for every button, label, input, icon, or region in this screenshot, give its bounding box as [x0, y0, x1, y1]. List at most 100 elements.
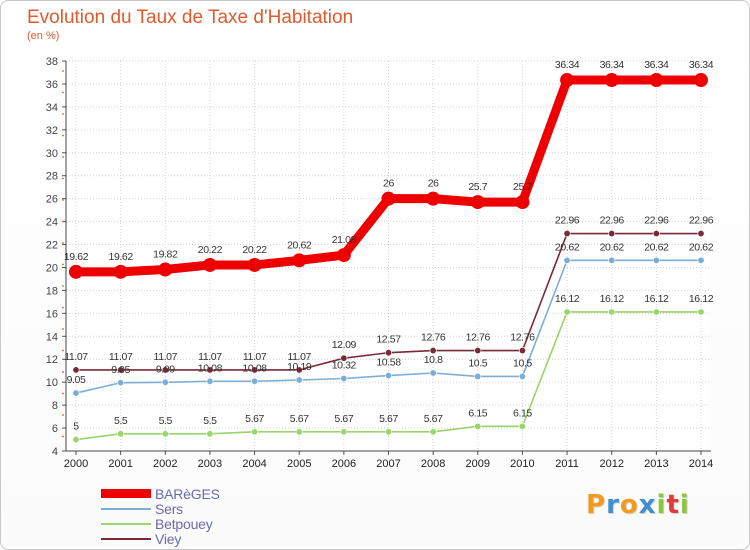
data-label-bareges: 21.08 [332, 234, 357, 246]
edge-dot [62, 435, 64, 438]
data-label-viey: 11.07 [243, 351, 267, 363]
point-viey [384, 349, 392, 357]
data-label-viey: 12.76 [421, 332, 446, 344]
x-tick-label: 2013 [644, 458, 668, 470]
y-tick-label: 6 [52, 423, 58, 435]
data-label-betpouey: 5.67 [290, 413, 309, 425]
point-sers [563, 256, 571, 264]
data-label-viey: 11.07 [154, 351, 178, 363]
point-viey [608, 230, 616, 238]
x-tick-label: 2005 [287, 458, 311, 470]
edge-dot [62, 156, 64, 158]
point-betpouey [384, 428, 392, 436]
data-label-sers: 20.62 [555, 241, 580, 253]
x-tick-label: 2006 [332, 458, 356, 470]
data-label-sers: 10.58 [376, 357, 401, 369]
point-bareges [649, 73, 664, 88]
y-tick-label: 8 [52, 400, 58, 412]
logo-letter: P [586, 490, 607, 520]
data-label-sers: 10.8 [424, 354, 443, 366]
point-bareges [69, 264, 83, 279]
edge-dot [62, 414, 64, 416]
y-tick-label: 30 [46, 148, 58, 160]
x-tick-label: 2008 [421, 458, 445, 470]
point-viey [161, 366, 169, 374]
y-tick-label: 20 [46, 262, 58, 274]
point-viey [72, 366, 80, 374]
data-label-bareges: 36.34 [600, 59, 625, 71]
data-label-sers: 9.95 [111, 364, 130, 376]
x-tick-label: 2009 [466, 458, 490, 470]
edge-dot [62, 220, 64, 223]
data-label-sers: 20.62 [689, 241, 714, 253]
y-tick-label: 10 [46, 377, 58, 389]
edge-dot [62, 371, 64, 373]
x-tick-label: 2007 [376, 458, 400, 470]
point-betpouey [608, 308, 616, 316]
logo-letter: r [606, 490, 620, 520]
data-label-sers: 10.08 [242, 362, 267, 374]
point-sers [295, 376, 303, 384]
data-label-sers: 10.19 [287, 361, 312, 373]
proxiti-logo: Proxiti [586, 490, 690, 520]
data-label-bareges: 26 [383, 178, 394, 190]
data-label-bareges: 36.34 [644, 59, 669, 71]
y-tick-label: 28 [46, 171, 58, 183]
data-label-sers: 20.62 [644, 241, 669, 253]
data-label-bareges: 20.22 [198, 244, 223, 256]
legend-item-viey: Viey [101, 531, 220, 547]
edge-dot [62, 113, 64, 115]
chart-title: Evolution du Taux de Taxe d'Habitation [27, 7, 354, 28]
data-label-bareges: 36.34 [689, 59, 714, 71]
logo-letter: i [679, 490, 690, 520]
point-betpouey [563, 308, 571, 316]
point-sers [161, 378, 169, 386]
x-tick-label: 2003 [198, 458, 222, 470]
data-label-bareges: 25.7 [468, 181, 487, 193]
data-label-viey: 12.57 [376, 334, 401, 346]
legend-label-betpouey: Betpouey [155, 515, 213, 532]
x-tick-label: 2001 [108, 458, 132, 470]
data-label-bareges: 20.22 [242, 244, 267, 256]
legend-label-sers: Sers [155, 500, 183, 517]
y-tick-label: 4 [52, 446, 58, 458]
edge-dot [62, 242, 64, 244]
edge-dot [62, 349, 64, 352]
point-bareges [560, 73, 575, 88]
point-betpouey [295, 428, 303, 436]
data-label-bareges: 19.62 [109, 251, 134, 263]
legend: BARèGES Sers Betpouey Viey [101, 486, 220, 547]
point-bareges [604, 73, 619, 88]
x-tick-label: 2014 [689, 458, 713, 470]
legend-swatch-viey [101, 537, 151, 540]
edge-dot [62, 328, 64, 330]
point-bareges [426, 191, 441, 206]
point-sers [518, 372, 526, 380]
legend-swatch-betpouey [101, 522, 151, 525]
y-tick-label: 22 [46, 240, 58, 252]
y-tick-label: 34 [46, 102, 58, 114]
data-label-sers: 9.99 [156, 363, 175, 375]
data-label-viey: 11.07 [64, 351, 88, 363]
data-label-viey: 12.76 [510, 332, 535, 344]
data-label-betpouey: 5.67 [334, 413, 353, 425]
edge-dot [62, 70, 64, 72]
x-tick-label: 2011 [555, 458, 579, 470]
data-label-betpouey: 5.67 [379, 413, 398, 425]
edge-dot [62, 199, 64, 201]
point-viey [251, 366, 259, 374]
x-tick-label: 2004 [242, 458, 266, 470]
point-bareges [470, 195, 485, 210]
point-bareges [202, 257, 217, 272]
data-label-viey: 11.07 [287, 351, 311, 363]
data-label-sers: 10.08 [198, 362, 223, 374]
edge-dot [62, 134, 64, 137]
data-label-betpouey: 6.15 [468, 407, 487, 419]
data-label-betpouey: 16.12 [644, 293, 669, 305]
point-sers [652, 256, 660, 264]
point-bareges [381, 191, 396, 206]
point-viey [697, 230, 705, 238]
point-viey [563, 230, 571, 238]
